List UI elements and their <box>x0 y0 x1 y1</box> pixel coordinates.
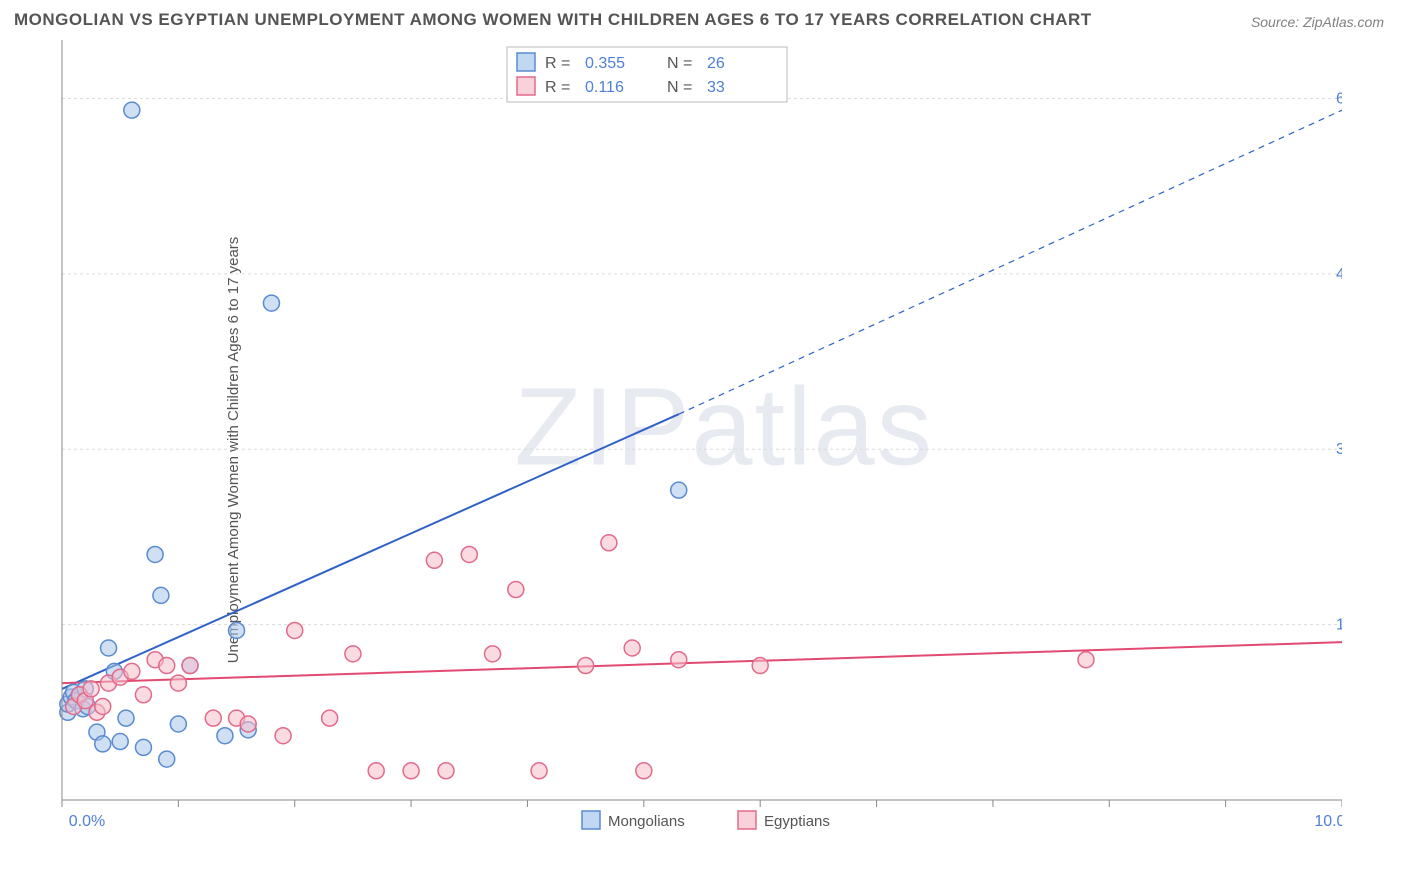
data-point <box>624 640 640 656</box>
data-point <box>170 716 186 732</box>
data-point <box>345 646 361 662</box>
data-point <box>531 763 547 779</box>
legend-swatch <box>517 77 535 95</box>
legend-n-label: N = <box>667 55 692 72</box>
data-point <box>159 751 175 767</box>
y-tick-label: 15.0% <box>1336 617 1342 634</box>
data-point <box>205 710 221 726</box>
legend-r-value: 0.116 <box>585 79 624 96</box>
data-point <box>438 763 454 779</box>
data-point <box>578 658 594 674</box>
data-point <box>368 763 384 779</box>
trend-line-dash <box>679 110 1342 414</box>
data-point <box>83 681 99 697</box>
legend-r-value: 0.355 <box>585 55 625 72</box>
data-point <box>403 763 419 779</box>
data-point <box>170 675 186 691</box>
legend-r-label: R = <box>545 55 570 72</box>
legend-series-label: Egyptians <box>764 813 830 830</box>
data-point <box>322 710 338 726</box>
legend-n-value: 33 <box>707 79 725 96</box>
data-point <box>182 658 198 674</box>
data-point <box>112 734 128 750</box>
data-point <box>1078 652 1094 668</box>
data-point <box>485 646 501 662</box>
data-point <box>101 640 117 656</box>
x-tick-label: 10.0% <box>1314 813 1342 830</box>
legend-r-label: R = <box>545 79 570 96</box>
data-point <box>508 582 524 598</box>
legend-swatch <box>582 811 600 829</box>
scatter-chart: 15.0% 30.0% 45.0% 60.0% 0.0% 10.0% R = 0.355 N =… <box>52 40 1342 830</box>
legend-series-label: Mongolians <box>608 813 685 830</box>
y-tick-label: 45.0% <box>1336 266 1342 283</box>
legend-n-label: N = <box>667 79 692 96</box>
data-point <box>124 102 140 118</box>
data-point <box>636 763 652 779</box>
data-point <box>95 736 111 752</box>
data-point <box>95 698 111 714</box>
data-point <box>263 295 279 311</box>
data-point <box>287 622 303 638</box>
source-label: Source: ZipAtlas.com <box>1251 14 1384 30</box>
data-point <box>135 687 151 703</box>
data-point <box>135 739 151 755</box>
data-point <box>601 535 617 551</box>
legend-swatch <box>517 53 535 71</box>
data-point <box>275 728 291 744</box>
data-point <box>159 658 175 674</box>
data-point <box>671 652 687 668</box>
data-point <box>124 663 140 679</box>
y-tick-label: 60.0% <box>1336 90 1342 107</box>
legend-swatch <box>738 811 756 829</box>
data-point <box>229 622 245 638</box>
trend-line <box>62 642 1342 683</box>
data-point <box>752 658 768 674</box>
data-point <box>217 728 233 744</box>
data-point <box>240 716 256 732</box>
data-point <box>153 587 169 603</box>
data-point <box>118 710 134 726</box>
data-point <box>426 552 442 568</box>
y-tick-label: 30.0% <box>1336 441 1342 458</box>
data-point <box>461 546 477 562</box>
data-point <box>147 546 163 562</box>
chart-title: MONGOLIAN VS EGYPTIAN UNEMPLOYMENT AMONG… <box>14 10 1092 30</box>
data-point <box>671 482 687 498</box>
x-tick-label: 0.0% <box>69 813 105 830</box>
legend-n-value: 26 <box>707 55 725 72</box>
